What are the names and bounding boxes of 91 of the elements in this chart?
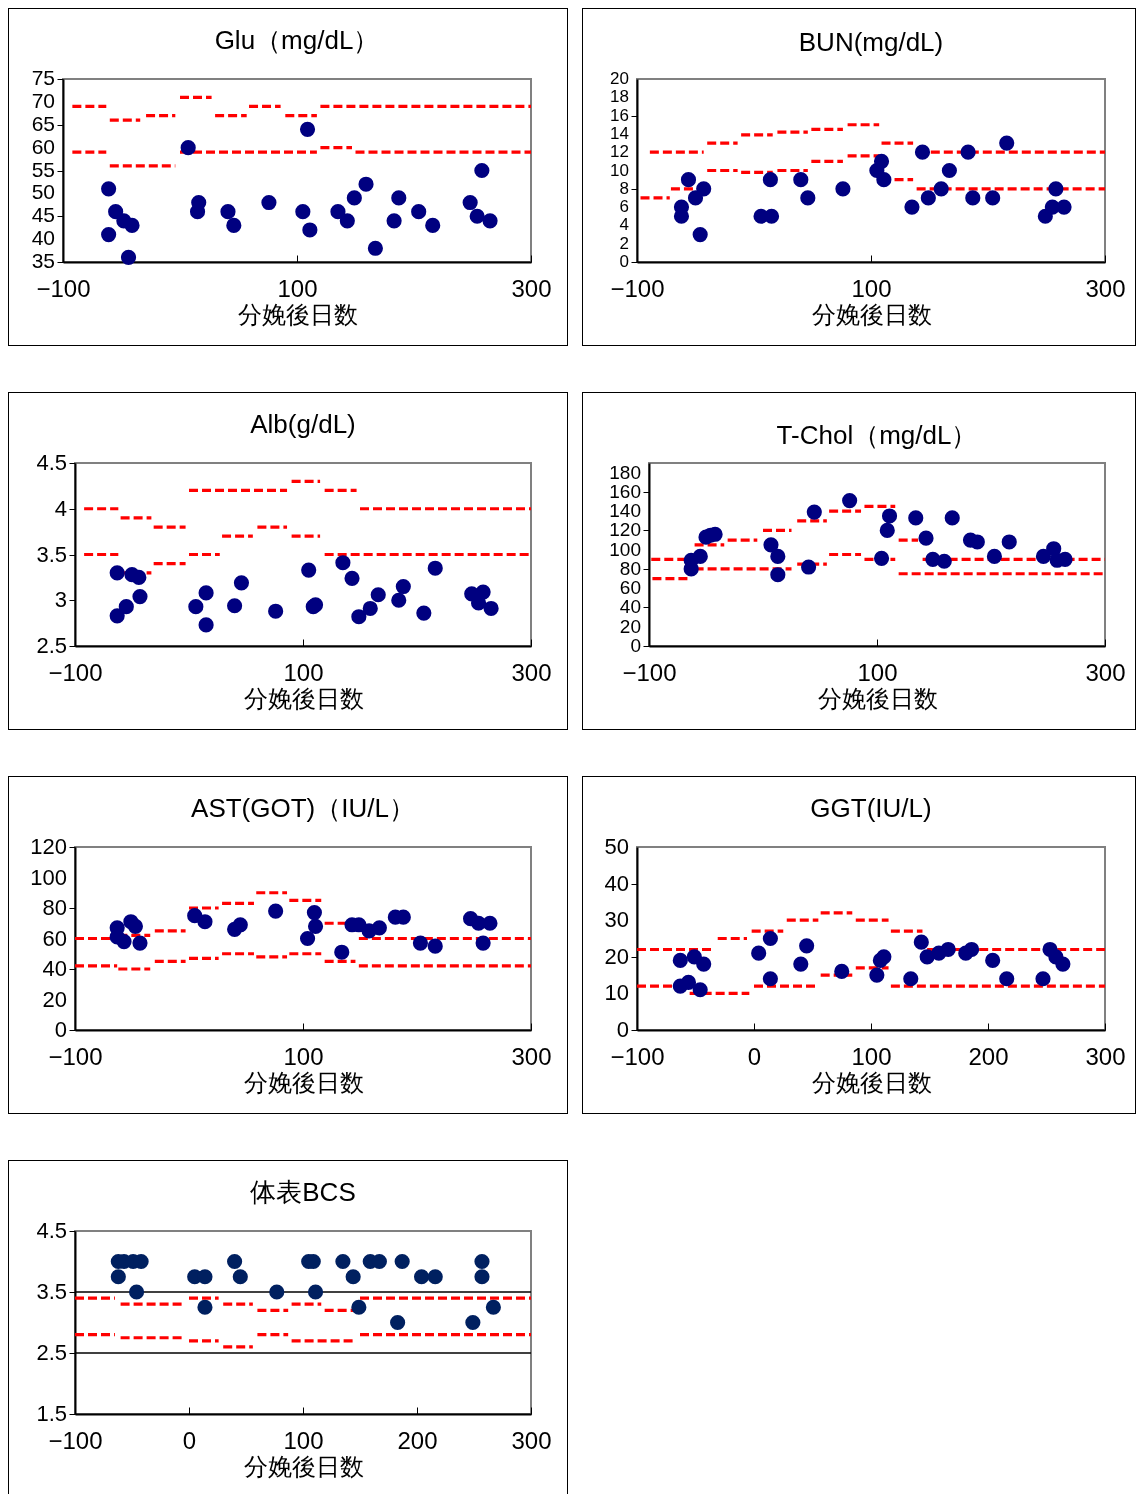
y-tick-label: 30	[604, 907, 629, 933]
chart-title: Alb(g/dL)	[250, 409, 356, 439]
x-tick-label: 300	[1085, 658, 1126, 686]
y-tick-label: 0	[630, 635, 641, 656]
y-tick-label: 6	[619, 197, 629, 217]
x-tick-label: 300	[511, 274, 552, 302]
y-tick-label: 40	[619, 596, 641, 618]
x-tick-label: 300	[511, 1042, 552, 1070]
x-tick-label: 300	[1085, 1042, 1126, 1070]
x-tick-label: −100	[48, 1042, 103, 1070]
x-tick-label: 100	[851, 1042, 892, 1070]
y-tick-label: 50	[604, 834, 629, 859]
y-tick-label: 20	[42, 986, 67, 1012]
y-tick-label: 20	[619, 615, 641, 637]
x-tick-label: 100	[857, 658, 898, 686]
y-tick-label: 120	[30, 834, 67, 859]
y-tick-label: 20	[604, 943, 629, 969]
chart-title: T-Chol（mg/dL）	[776, 420, 978, 450]
x-axis-title: 分娩後日数	[243, 1068, 364, 1096]
x-tick-label: 300	[1085, 274, 1126, 302]
chart-title: GGT(IU/L)	[810, 793, 932, 823]
y-tick-label: 1.5	[36, 1401, 67, 1426]
x-tick-label: 200	[968, 1042, 1009, 1070]
y-tick-label: 40	[42, 956, 67, 981]
y-tick-label: 40	[31, 226, 55, 250]
x-tick-label: 100	[283, 1426, 324, 1454]
y-tick-label: 4.5	[36, 450, 67, 475]
y-tick-label: 180	[609, 461, 641, 483]
x-tick-label: −100	[48, 1426, 103, 1454]
y-tick-label: 160	[609, 480, 641, 502]
y-tick-label: 0	[616, 1017, 629, 1042]
x-tick-label: 0	[182, 1426, 197, 1454]
x-tick-label: −100	[610, 274, 665, 302]
y-tick-label: 40	[604, 870, 629, 896]
y-tick-label: 60	[619, 577, 641, 599]
y-tick-label: 75	[31, 66, 55, 89]
y-tick-label: 2.5	[36, 633, 67, 658]
x-tick-label: 100	[283, 658, 324, 686]
y-tick-label: 20	[610, 69, 629, 88]
y-tick-label: 50	[31, 180, 55, 204]
y-tick-label: 45	[31, 203, 55, 227]
x-tick-label: 200	[397, 1426, 438, 1454]
x-tick-label: 100	[277, 274, 318, 302]
y-tick-label: 4.5	[36, 1218, 67, 1243]
y-tick-label: 16	[610, 105, 629, 125]
y-tick-label: 2	[619, 233, 629, 253]
y-tick-label: 55	[31, 157, 55, 181]
x-tick-label: 300	[511, 658, 552, 686]
y-tick-label: 12	[610, 142, 629, 162]
y-tick-label: 100	[30, 864, 67, 890]
y-tick-label: 3	[54, 587, 67, 613]
y-tick-label: 60	[31, 134, 55, 158]
chart-title: BUN(mg/dL)	[798, 27, 944, 57]
x-tick-label: 100	[283, 1042, 324, 1070]
y-tick-label: 2.5	[36, 1340, 67, 1365]
y-tick-label: 18	[610, 87, 629, 107]
y-tick-label: 35	[31, 249, 55, 272]
y-tick-label: 3.5	[36, 541, 67, 567]
x-tick-label: −100	[622, 658, 677, 686]
x-tick-label: 100	[851, 274, 892, 302]
chart-title: Glu（mg/dL）	[214, 25, 380, 55]
x-axis-title: 分娩後日数	[811, 1068, 932, 1096]
y-tick-label: 14	[610, 123, 629, 143]
y-tick-label: 4	[619, 215, 629, 235]
y-tick-label: 0	[619, 252, 629, 271]
y-tick-label: 120	[609, 519, 641, 541]
y-tick-label: 65	[31, 111, 55, 135]
y-tick-label: 3.5	[36, 1279, 67, 1304]
chart-title: AST(GOT)（IU/L）	[191, 793, 415, 823]
x-axis-title: 分娩後日数	[817, 684, 938, 712]
y-tick-label: 70	[31, 88, 55, 112]
x-axis-title: 分娩後日数	[243, 684, 364, 712]
x-tick-label: 0	[747, 1042, 762, 1070]
y-tick-label: 100	[609, 538, 641, 560]
x-axis-title: 分娩後日数	[237, 300, 358, 328]
y-tick-label: 4	[54, 495, 67, 521]
y-tick-label: 8	[619, 178, 629, 198]
x-tick-label: −100	[610, 1042, 665, 1070]
y-tick-label: 80	[42, 895, 67, 920]
x-tick-label: 300	[511, 1426, 552, 1454]
y-tick-label: 0	[54, 1017, 67, 1042]
x-tick-label: −100	[36, 274, 91, 302]
y-tick-label: 60	[42, 925, 67, 951]
y-tick-label: 140	[609, 500, 641, 522]
y-tick-label: 80	[619, 557, 641, 579]
chart-title: 体表BCS	[250, 1177, 356, 1207]
y-tick-label: 10	[604, 980, 629, 1006]
x-axis-title: 分娩後日数	[243, 1452, 364, 1480]
y-tick-label: 10	[610, 160, 629, 180]
x-tick-label: −100	[48, 658, 103, 686]
x-axis-title: 分娩後日数	[811, 300, 932, 328]
